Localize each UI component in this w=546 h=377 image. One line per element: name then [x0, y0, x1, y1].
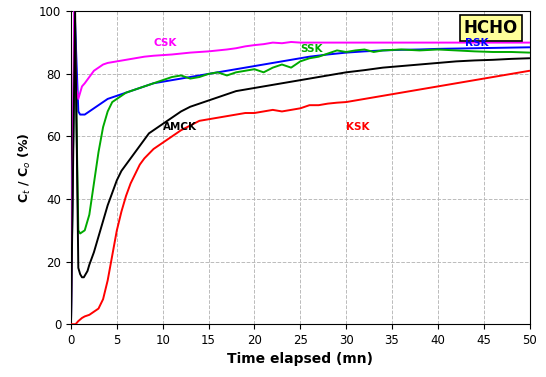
- Text: KSK: KSK: [346, 122, 370, 132]
- X-axis label: Time elapsed (mn): Time elapsed (mn): [227, 352, 373, 366]
- Y-axis label: C$_t$ / C$_o$ (%): C$_t$ / C$_o$ (%): [17, 132, 33, 203]
- Text: HCHO: HCHO: [464, 19, 518, 37]
- Text: SSK: SSK: [300, 44, 323, 54]
- Text: RSK: RSK: [465, 38, 489, 48]
- Text: AMCK: AMCK: [163, 122, 197, 132]
- Text: CSK: CSK: [153, 38, 177, 48]
